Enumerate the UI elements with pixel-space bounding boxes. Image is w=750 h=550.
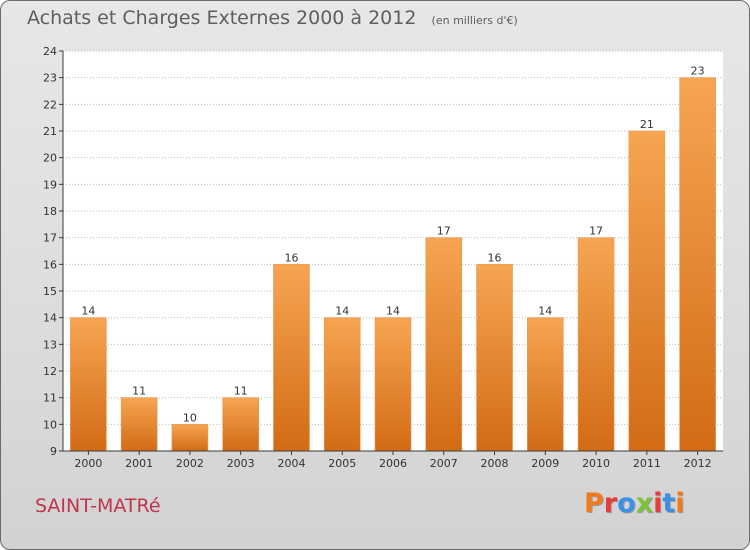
x-tick-label-2006: 2006 bbox=[379, 457, 407, 470]
x-tick-label-2002: 2002 bbox=[176, 457, 204, 470]
y-tick-label: 11 bbox=[43, 392, 57, 405]
data-label-2008: 16 bbox=[488, 251, 502, 264]
x-tick-label-2012: 2012 bbox=[684, 457, 712, 470]
chart-header: Achats et Charges Externes 2000 à 2012 (… bbox=[27, 7, 518, 29]
data-label-2005: 14 bbox=[335, 305, 349, 318]
y-tick-label: 10 bbox=[43, 418, 57, 431]
y-tick-label: 12 bbox=[43, 365, 57, 378]
bar-2008 bbox=[476, 264, 513, 452]
y-tick-label: 15 bbox=[43, 285, 57, 298]
x-tick-label-2009: 2009 bbox=[531, 457, 559, 470]
data-label-2004: 16 bbox=[284, 251, 298, 264]
y-tick-label: 18 bbox=[43, 205, 57, 218]
data-label-2009: 14 bbox=[538, 305, 552, 318]
x-tick-label-2008: 2008 bbox=[481, 457, 509, 470]
chart-unit-note: (en milliers d'€) bbox=[431, 14, 518, 27]
data-label-2006: 14 bbox=[386, 305, 400, 318]
bar-2006 bbox=[374, 317, 412, 452]
x-tick-label-2007: 2007 bbox=[430, 457, 458, 470]
commune-name: SAINT-MATRé bbox=[35, 495, 161, 517]
x-tick-label-2010: 2010 bbox=[582, 457, 610, 470]
bar-2012 bbox=[679, 77, 716, 452]
y-tick-label: 24 bbox=[43, 45, 57, 58]
bars bbox=[70, 77, 716, 452]
x-tick-label-2005: 2005 bbox=[328, 457, 356, 470]
y-tick-label: 13 bbox=[43, 338, 57, 351]
data-label-2011: 21 bbox=[640, 118, 654, 131]
bar-2010 bbox=[577, 237, 615, 452]
bar-2011 bbox=[628, 130, 666, 452]
y-tick-label: 21 bbox=[43, 125, 57, 138]
proxiti-logo[interactable]: Proxiti bbox=[584, 488, 685, 519]
data-label-2000: 14 bbox=[81, 305, 95, 318]
x-tick-label-2004: 2004 bbox=[277, 457, 305, 470]
data-labels: 14 11 10 11 16 14 14 17 16 14 17 21 23 bbox=[81, 65, 704, 425]
x-tick-label-2001: 2001 bbox=[125, 457, 153, 470]
bar-2007 bbox=[425, 237, 463, 452]
x-tick-label-2000: 2000 bbox=[74, 457, 102, 470]
y-tick-label: 20 bbox=[43, 152, 57, 165]
axes: 9 10 11 12 13 14 15 16 17 18 19 20 21 22 23 24 2000 2001 2… bbox=[43, 45, 723, 470]
y-tick-label: 23 bbox=[43, 72, 57, 85]
bar-2000 bbox=[70, 317, 107, 452]
data-label-2007: 17 bbox=[437, 225, 451, 238]
bar-2003 bbox=[222, 397, 259, 452]
y-tick-label: 14 bbox=[43, 312, 57, 325]
data-label-2012: 23 bbox=[691, 65, 705, 78]
bar-2001 bbox=[120, 397, 158, 452]
chart-title: Achats et Charges Externes 2000 à 2012 bbox=[27, 7, 417, 29]
bar-2004 bbox=[273, 264, 310, 452]
bar-2005 bbox=[323, 317, 361, 452]
x-tick-label-2003: 2003 bbox=[227, 457, 255, 470]
bar-2009 bbox=[527, 317, 564, 452]
y-tick-label: 19 bbox=[43, 178, 57, 191]
data-label-2002: 10 bbox=[183, 411, 197, 424]
data-label-2001: 11 bbox=[132, 385, 146, 398]
bar-2002 bbox=[171, 424, 209, 452]
data-label-2003: 11 bbox=[234, 385, 248, 398]
y-tick-label: 17 bbox=[43, 232, 57, 245]
y-tick-label: 16 bbox=[43, 258, 57, 271]
x-tick-label-2011: 2011 bbox=[633, 457, 661, 470]
y-tick-label: 22 bbox=[43, 98, 57, 111]
y-tick-label: 9 bbox=[50, 445, 57, 458]
data-label-2010: 17 bbox=[589, 225, 603, 238]
